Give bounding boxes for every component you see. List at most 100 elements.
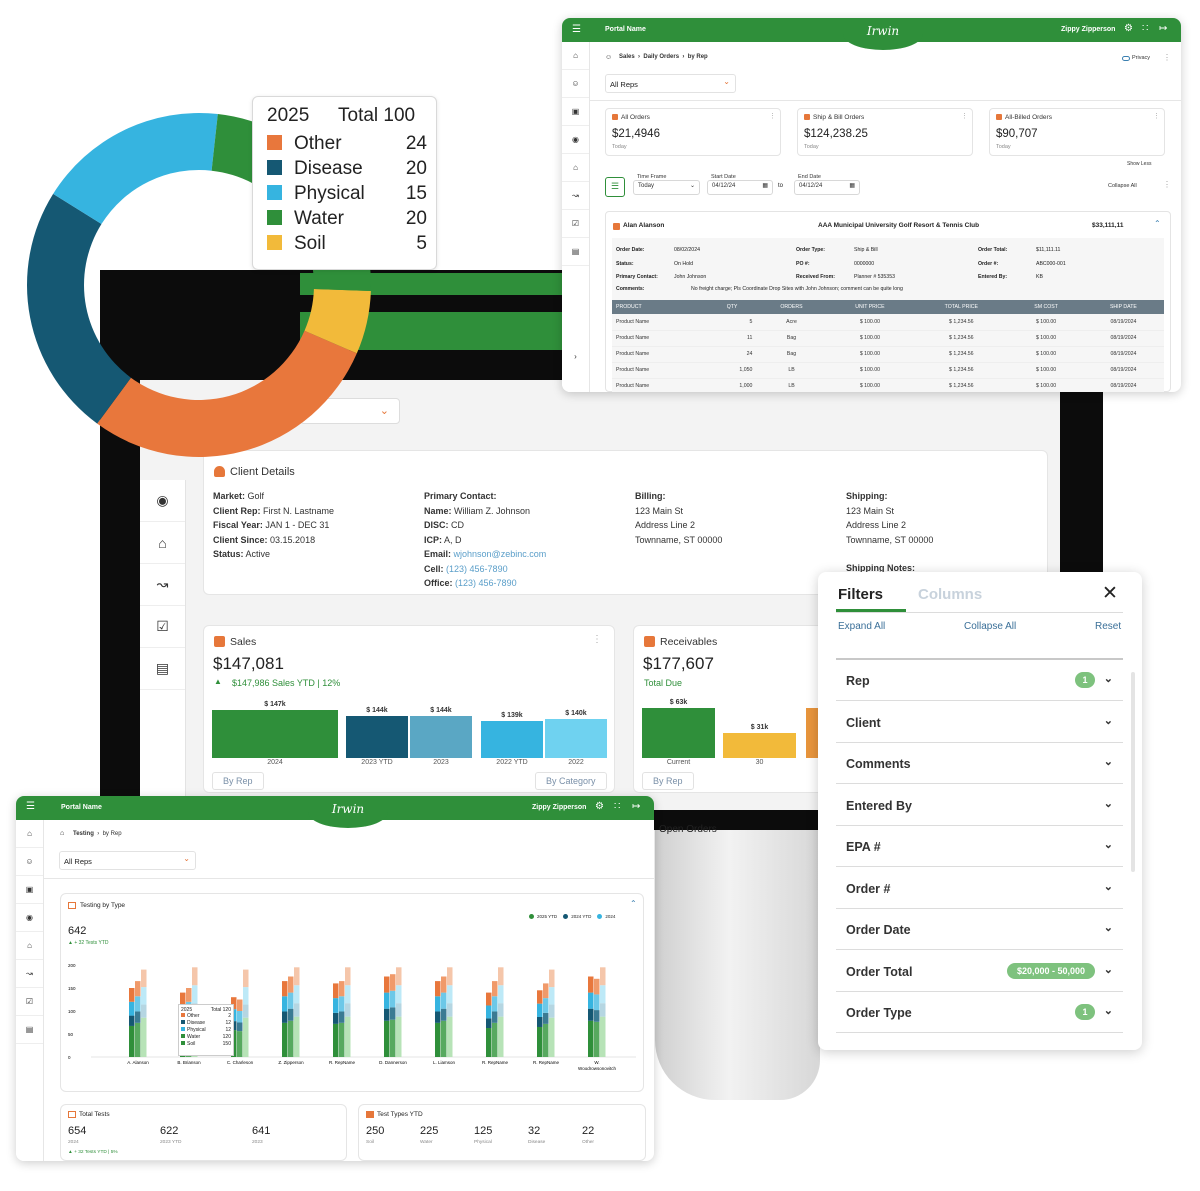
image-icon[interactable]: ▣ (562, 98, 589, 126)
test-bar-segment[interactable] (237, 1022, 243, 1032)
test-bar-segment[interactable] (294, 1016, 300, 1057)
test-bar-segment[interactable] (141, 987, 147, 1005)
test-bar-segment[interactable] (288, 1008, 294, 1021)
filter-row[interactable]: Entered By ⌄ (836, 785, 1123, 826)
test-bar-segment[interactable] (600, 1016, 606, 1057)
test-bar-segment[interactable] (237, 999, 243, 1012)
filter-row[interactable]: Order # ⌄ (836, 868, 1123, 909)
filter-row[interactable]: EPA # ⌄ (836, 826, 1123, 867)
test-bar-segment[interactable] (447, 967, 453, 986)
test-bar-segment[interactable] (594, 994, 600, 1011)
sales-bar[interactable] (481, 721, 543, 758)
contact-icon[interactable]: ▤ (140, 648, 185, 690)
test-bar-segment[interactable] (282, 1011, 288, 1023)
test-bar-segment[interactable] (588, 976, 594, 993)
test-bar-segment[interactable] (396, 1016, 402, 1057)
test-bar-segment[interactable] (447, 1016, 453, 1057)
table-header[interactable]: TOTAL PRICE (913, 300, 1010, 314)
test-bar-segment[interactable] (486, 1028, 492, 1057)
test-bar-segment[interactable] (384, 1008, 390, 1021)
test-bar-segment[interactable] (345, 1016, 351, 1057)
test-bar-segment[interactable] (294, 967, 300, 986)
clipboard-icon[interactable]: ☑ (16, 988, 43, 1016)
donut-slice-physical[interactable] (53, 112, 218, 225)
users-icon[interactable]: ☺ (16, 848, 43, 876)
table-header[interactable]: QTY (707, 300, 757, 314)
home-icon[interactable]: ⌂ (16, 820, 43, 848)
test-bar-segment[interactable] (192, 985, 198, 1004)
test-bar-segment[interactable] (129, 988, 135, 1002)
test-bar-segment[interactable] (231, 997, 237, 1010)
chevron-up-icon[interactable]: ⌃ (630, 899, 637, 908)
test-bar-segment[interactable] (129, 1015, 135, 1026)
end-date-input[interactable]: 04/12/24 ▦ (794, 180, 860, 195)
test-bar-segment[interactable] (600, 967, 606, 986)
menu-icon[interactable]: ☰ (26, 801, 35, 812)
sales-bar[interactable] (545, 719, 607, 758)
logout-icon[interactable]: ↦ (632, 801, 641, 812)
test-bar-segment[interactable] (282, 981, 288, 997)
test-bar-segment[interactable] (390, 1019, 396, 1057)
test-bar-segment[interactable] (594, 1021, 600, 1057)
detail-value[interactable]: wjohnson@zebinc.com (453, 549, 547, 559)
test-bar-segment[interactable] (600, 985, 606, 1004)
time-frame-select[interactable]: Today ⌄ (633, 180, 700, 195)
test-bar-segment[interactable] (441, 1020, 447, 1057)
filter-row[interactable]: Rep 1 ⌄ (836, 660, 1123, 701)
menu-icon[interactable]: ☰ (572, 24, 581, 35)
home-icon[interactable]: ⌂ (140, 522, 185, 564)
receivables-by-rep-button[interactable]: By Rep (642, 772, 694, 790)
chart-icon[interactable]: ↝ (562, 182, 589, 210)
chart-icon[interactable]: ↝ (140, 564, 185, 606)
test-bar-segment[interactable] (243, 1004, 249, 1018)
test-bar-segment[interactable] (390, 1007, 396, 1020)
grid-icon[interactable]: ∷ (614, 801, 621, 812)
test-bar-segment[interactable] (180, 992, 186, 1006)
scrollbar[interactable] (1131, 672, 1135, 872)
test-bar-segment[interactable] (498, 967, 504, 986)
clipboard-icon[interactable]: ☑ (562, 210, 589, 238)
test-bar-segment[interactable] (492, 996, 498, 1012)
test-bar-segment[interactable] (237, 1031, 243, 1057)
test-bar-segment[interactable] (345, 1003, 351, 1017)
test-bar-segment[interactable] (339, 1011, 345, 1023)
receivables-bar[interactable] (642, 708, 715, 758)
table-row[interactable]: Product Name 11 Bag $ 100.00 $ 1,234.56 $ 100… (612, 330, 1164, 347)
test-bar-segment[interactable] (600, 1003, 606, 1017)
start-date-input[interactable]: 04/12/24 ▦ (707, 180, 773, 195)
clipboard-icon[interactable]: ☑ (140, 606, 185, 648)
stat-card[interactable]: All Orders $21,4946 Today ⋮ (605, 108, 781, 156)
dashboard-icon[interactable]: ◉ (140, 480, 185, 522)
tab-filters[interactable]: Filters (838, 586, 884, 603)
test-bar-segment[interactable] (396, 1003, 402, 1017)
sales-bar[interactable] (410, 716, 472, 758)
test-bar-segment[interactable] (435, 981, 441, 997)
test-bar-segment[interactable] (537, 990, 543, 1004)
contact-icon[interactable]: ▤ (562, 238, 589, 266)
more-icon[interactable]: ⋮ (592, 634, 602, 645)
table-header[interactable]: SM COST (1009, 300, 1083, 314)
filter-row[interactable]: Order Date ⌄ (836, 909, 1123, 950)
test-bar-segment[interactable] (192, 967, 198, 986)
test-bar-segment[interactable] (390, 974, 396, 991)
test-bar-segment[interactable] (288, 992, 294, 1009)
test-bar-segment[interactable] (141, 1017, 147, 1057)
test-bar-segment[interactable] (594, 978, 600, 995)
test-bar-segment[interactable] (588, 992, 594, 1009)
donut-slice-disease[interactable] (27, 193, 131, 424)
table-header[interactable]: PRODUCT (612, 300, 708, 314)
reset-link[interactable]: Reset (1095, 621, 1122, 632)
test-bar-segment[interactable] (288, 976, 294, 993)
collapse-all-link[interactable]: Collapse All (1108, 183, 1137, 189)
test-bar-segment[interactable] (288, 1020, 294, 1057)
test-bar-segment[interactable] (486, 1005, 492, 1019)
test-bar-segment[interactable] (135, 981, 141, 997)
test-bar-segment[interactable] (141, 969, 147, 988)
test-bar-segment[interactable] (129, 1025, 135, 1057)
test-bar-segment[interactable] (549, 987, 555, 1005)
test-bar-segment[interactable] (498, 1016, 504, 1057)
all-reps-select[interactable]: All Reps ⌄ (605, 74, 736, 93)
gear-icon[interactable]: ⚙ (595, 801, 604, 812)
receivables-bar[interactable] (723, 733, 796, 758)
collapse-all-link[interactable]: Collapse All (964, 621, 1017, 632)
